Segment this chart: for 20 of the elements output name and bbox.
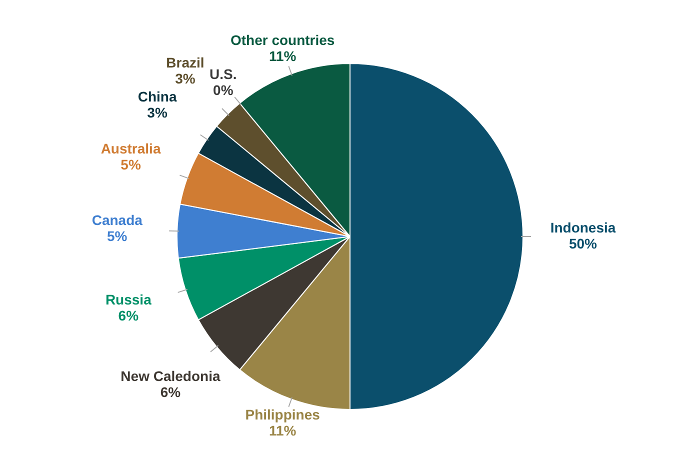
data-label: 6%: [118, 307, 140, 324]
data-label: 50%: [568, 235, 598, 252]
slice-label: Brazil: [166, 54, 204, 71]
data-label: 11%: [268, 422, 297, 439]
data-label: 3%: [175, 70, 196, 87]
data-label: 3%: [147, 104, 168, 120]
slice-label: Philippines: [245, 406, 320, 423]
slice-label: Russia: [105, 291, 152, 308]
slice-label: China: [138, 88, 177, 104]
category-label: U.S.: [210, 66, 237, 82]
slice-label: Indonesia: [550, 219, 616, 236]
slice-label: Canada: [92, 212, 143, 228]
data-label: 5%: [107, 228, 128, 244]
text: 0%: [213, 82, 234, 98]
data-label: 5%: [120, 156, 142, 172]
slice-label: Other countries: [230, 32, 335, 48]
data-label: 6%: [160, 384, 182, 400]
slice-label: Australia: [100, 140, 161, 156]
data-label: 11%: [268, 48, 297, 64]
slice-label: New Caledonia: [120, 368, 220, 384]
